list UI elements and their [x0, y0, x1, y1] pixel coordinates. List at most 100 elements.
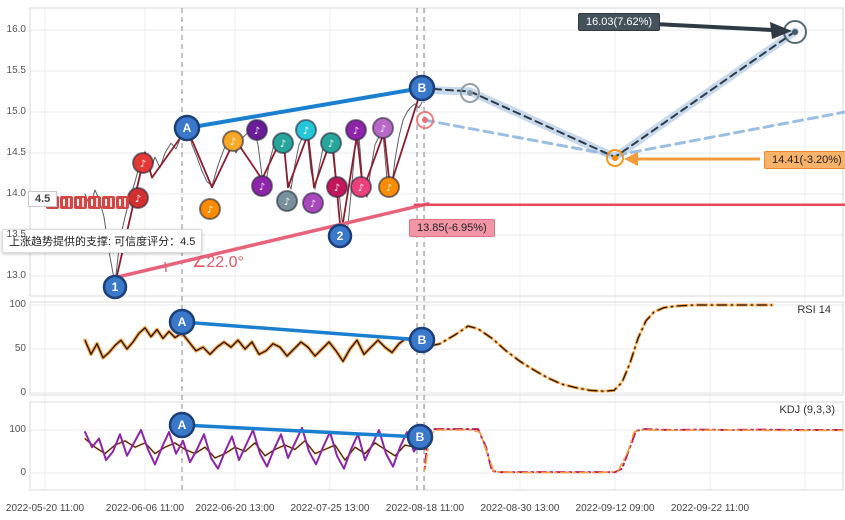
marker-a-rsi[interactable]: [168, 308, 196, 336]
target-up-label: 16.03(7.62%): [578, 13, 661, 31]
y-axis-tick: 15.0: [6, 106, 26, 117]
score-tooltip: 4.5: [28, 191, 58, 207]
signal-note-glyph: ♪: [386, 183, 392, 194]
rsi_forecast-overlay-line: [424, 304, 772, 392]
x-axis-tick: 2022-05-20 11:00: [5, 503, 85, 514]
y-axis-tick: 14.0: [6, 188, 26, 199]
signal-note-icon[interactable]: [302, 192, 324, 214]
signal-note-icon[interactable]: [246, 119, 268, 141]
signal-note-glyph: ♪: [140, 159, 146, 170]
projection-node-icon: [606, 149, 624, 167]
projection_secondary-line: [423, 110, 845, 157]
signal-note-icon[interactable]: [350, 176, 372, 198]
y-axis-tick: 13.0: [6, 270, 26, 281]
signal-note-glyph: ♪: [254, 126, 260, 137]
signal-note-icon[interactable]: [326, 176, 348, 198]
candle-pattern-icon[interactable]: [116, 196, 129, 209]
y-axis-tick: 14.5: [6, 147, 26, 158]
kdj_forecast_k-line: [424, 429, 844, 474]
signal-note-glyph: ♪: [303, 126, 309, 137]
x-axis-tick: 2022-06-06 11:00: [105, 503, 185, 514]
target-up-arrow-icon: [653, 22, 773, 32]
kdj-axis-tick: 0: [20, 467, 26, 478]
signal-note-glyph: ♪: [230, 137, 236, 148]
projection-node-dot-icon: [792, 29, 798, 35]
signal-note-icon[interactable]: [320, 132, 342, 154]
projection_primary-line: [421, 30, 796, 159]
kdj-legend: KDJ (9,3,3): [779, 404, 835, 416]
signal-note-icon[interactable]: [378, 176, 400, 198]
x-axis-tick: 2022-06-20 13:00: [195, 503, 275, 514]
rsi-axis-tick: 100: [9, 299, 26, 310]
signal-note-icon[interactable]: [132, 152, 154, 174]
target-up-arrowhead-icon: [770, 22, 792, 39]
marker-a-kdj[interactable]: [168, 411, 196, 439]
marker-label: A: [178, 315, 187, 329]
marker-label: A: [183, 121, 192, 135]
rsi-axis-tick: 50: [14, 343, 26, 354]
signal-note-glyph: ♪: [328, 139, 334, 150]
trend-support-tooltip: 上涨趋势提供的支撑: 可信度评分：4.5: [2, 229, 203, 253]
signal-note-glyph: ♪: [135, 194, 141, 205]
signal-note-icon[interactable]: [276, 190, 298, 212]
signal-note-icon[interactable]: [272, 132, 294, 154]
signal-note-icon[interactable]: [222, 130, 244, 152]
marker-a-main[interactable]: [173, 114, 201, 142]
marker-label: 1: [112, 280, 119, 294]
x-axis-tick: 2022-09-22 11:00: [670, 503, 750, 514]
marker-label: B: [416, 430, 425, 444]
projection-node-dot-icon: [467, 90, 473, 96]
signal-note-icon[interactable]: [345, 119, 367, 141]
signal-note-glyph: ♪: [284, 197, 290, 208]
y-axis-tick: 13.5: [6, 229, 26, 240]
kdj-axis-tick: 100: [9, 424, 26, 435]
projection-node-icon: [460, 83, 480, 103]
signal-note-glyph: ♪: [353, 126, 359, 137]
signal-note-icon[interactable]: [199, 198, 221, 220]
signal-note-icon[interactable]: [295, 119, 317, 141]
candle-pattern-icon[interactable]: [74, 196, 87, 209]
candle-pattern-icon[interactable]: [88, 196, 101, 209]
k-overlay-line: [84, 438, 426, 461]
trend-ab-line: [180, 423, 422, 439]
signal-note-glyph: ♪: [358, 183, 364, 194]
projection-node-icon: [416, 111, 434, 129]
rsi-legend: RSI 14: [797, 304, 831, 316]
marker-label: A: [178, 418, 187, 432]
target-mid-label: 14.41(-3.20%): [764, 151, 845, 169]
signal-note-glyph: ♪: [259, 182, 265, 193]
signal-note-glyph: ♪: [280, 139, 286, 150]
candle-pattern-icon[interactable]: [102, 196, 115, 209]
target-down-label: 13.85(-6.95%): [409, 219, 495, 237]
j-line: [84, 426, 426, 470]
panel-border: [29, 301, 844, 396]
x-axis-tick: 2022-08-30 13:00: [480, 503, 560, 514]
angle-arc: [164, 261, 167, 273]
marker-2-main[interactable]: [327, 223, 353, 249]
signal-note-icon[interactable]: [251, 175, 273, 197]
marker-label: B: [418, 81, 427, 95]
marker-b-kdj[interactable]: [406, 423, 434, 451]
signal-note-glyph: ♪: [380, 124, 386, 135]
y-axis-tick: 16.0: [6, 24, 26, 35]
panel-border: [29, 401, 844, 491]
signal-note-glyph: ♪: [310, 199, 316, 210]
marker-label: 2: [337, 229, 344, 243]
y-axis-tick: 15.5: [6, 65, 26, 76]
trend-ab-line: [180, 320, 424, 342]
rsi_forecast-line: [423, 303, 774, 393]
x-axis-tick: 2022-07-25 13:00: [290, 503, 370, 514]
projection-node-dot-icon: [422, 117, 428, 123]
target-mid-arrowhead-icon: [624, 152, 638, 166]
marker-1-main[interactable]: [102, 274, 128, 300]
trend-angle-label: ∠22.0°: [192, 254, 244, 271]
trend-ab-line: [185, 86, 424, 130]
candle-pattern-icon[interactable]: [60, 196, 73, 209]
marker-b-main[interactable]: [408, 74, 436, 102]
signal-note-icon[interactable]: [372, 117, 394, 139]
marker-b-rsi[interactable]: [408, 326, 436, 354]
projection-node-dot-icon: [612, 155, 618, 161]
signal-note-glyph: ♪: [334, 183, 340, 194]
